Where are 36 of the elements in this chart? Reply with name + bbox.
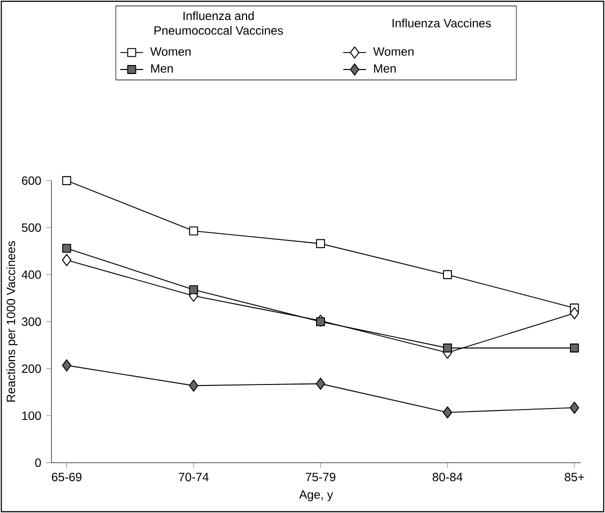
legend-label: Men (151, 64, 173, 73)
y-tick-label: 200 (22, 364, 41, 373)
x-tick-label: 65-69 (52, 472, 82, 482)
legend-label: Women (373, 47, 414, 56)
x-tick-label: 85+ (564, 472, 584, 482)
text: Influenza and Pneumococcal Vaccines (154, 11, 283, 35)
y-tick-label: 100 (22, 411, 41, 420)
y-tick-label: 300 (22, 317, 41, 326)
point (316, 239, 326, 248)
legend-label: Men (374, 64, 396, 73)
x-tick-label: 75-79 (306, 472, 336, 482)
point (188, 380, 198, 392)
point (189, 285, 198, 294)
y-tick-label: 400 (22, 270, 41, 279)
point (62, 176, 72, 186)
x-tick-label: 70-74 (178, 472, 209, 482)
x-axis-title: Age, y (299, 490, 334, 502)
x-tick-label: 80-84 (432, 472, 462, 482)
point (316, 317, 326, 326)
point (62, 244, 72, 253)
point (443, 270, 452, 280)
point (570, 344, 579, 352)
y-tick-label: 600 (22, 176, 41, 185)
point (570, 402, 580, 414)
point (570, 307, 580, 320)
legend-label: Women (150, 47, 191, 56)
point (316, 378, 326, 390)
text: Influenza Vaccines (392, 18, 491, 28)
y-tick-label: 500 (22, 223, 41, 232)
y-tick-label: 0 (35, 458, 41, 467)
point (442, 406, 452, 418)
point (189, 226, 198, 236)
point (443, 344, 452, 352)
y-axis-title: Reactions per 1000 Vaccinees (6, 241, 18, 402)
point (62, 254, 72, 266)
point (62, 359, 72, 372)
